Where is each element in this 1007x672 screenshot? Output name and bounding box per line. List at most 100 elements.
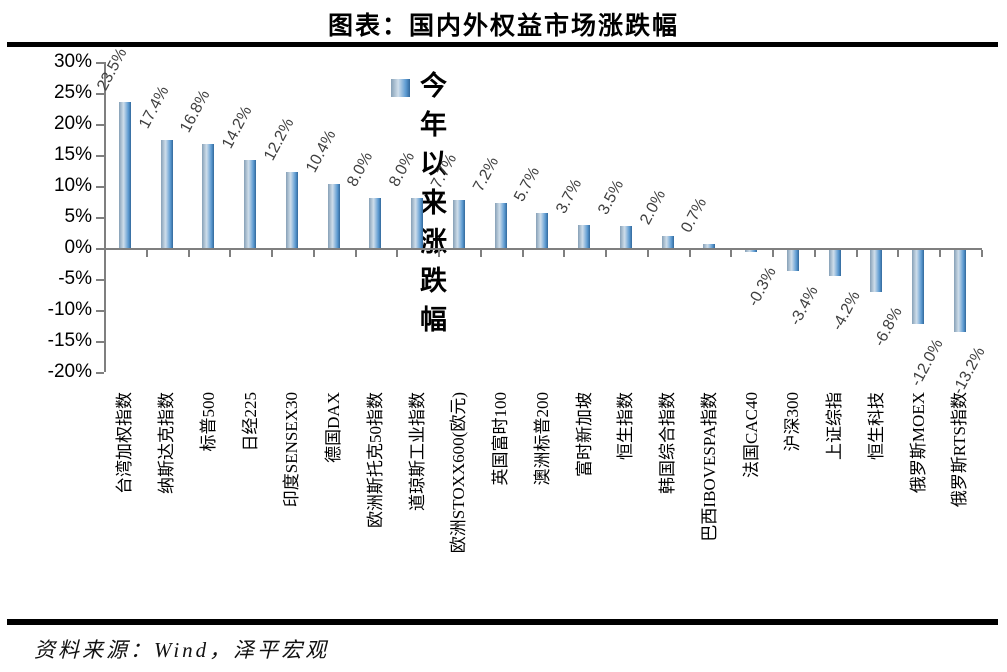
y-axis-tick xyxy=(96,93,104,95)
category-label: 富时新加坡 xyxy=(574,392,594,477)
x-axis-tick xyxy=(312,250,315,257)
bar xyxy=(536,212,549,248)
category-label: 日经225 xyxy=(240,392,260,452)
bar xyxy=(661,235,674,248)
category-label: 英国富时100 xyxy=(491,392,511,486)
bottom-divider-rule xyxy=(7,619,998,625)
category-label: 欧洲斯托克50指数 xyxy=(365,392,385,528)
y-tick-label: -20% xyxy=(47,361,92,382)
category-label: 欧洲STOXX600(欧元) xyxy=(449,392,469,554)
category-label: 印度SENSEX30 xyxy=(282,392,302,508)
category-label: 恒生指数 xyxy=(616,392,636,460)
bar xyxy=(327,183,340,248)
category-label: 俄罗斯MOEX xyxy=(908,392,928,494)
bar-value-label: 0.7% xyxy=(678,195,711,236)
category-label: 韩国综合指数 xyxy=(658,392,678,494)
x-axis-tick xyxy=(187,250,190,257)
bar-value-label: 7.2% xyxy=(469,154,502,195)
x-axis-tick xyxy=(939,250,941,257)
category-label: 上证综指 xyxy=(825,392,845,460)
bar xyxy=(411,198,424,248)
x-axis-tick xyxy=(688,250,691,257)
y-axis-tick xyxy=(96,217,104,219)
bar xyxy=(369,198,382,248)
bar xyxy=(870,250,883,293)
x-axis-tick xyxy=(104,250,106,257)
bar xyxy=(578,225,591,248)
bar-value-label: 3.7% xyxy=(553,176,586,217)
bar xyxy=(828,250,841,277)
category-label: 澳洲标普200 xyxy=(532,392,552,486)
bar xyxy=(285,172,298,248)
bar-value-label: 16.8% xyxy=(177,87,214,136)
category-label: 台湾加权指数 xyxy=(115,392,135,494)
category-label: 俄罗斯RTS指数 xyxy=(950,392,970,508)
bar xyxy=(786,250,799,272)
category-label: 沪深300 xyxy=(783,392,803,452)
y-axis-tick xyxy=(96,372,104,374)
bar xyxy=(703,243,716,248)
y-axis-tick xyxy=(96,310,104,312)
y-tick-label: 10% xyxy=(53,175,92,196)
y-axis-tick xyxy=(96,279,104,281)
y-axis-tick xyxy=(96,62,104,64)
bar-value-label: 10.4% xyxy=(302,127,340,176)
x-axis-tick xyxy=(730,250,733,257)
bar-value-label: -0.3% xyxy=(745,264,781,310)
category-label: 道琼斯工业指数 xyxy=(407,392,427,511)
bar-value-label: -4.2% xyxy=(828,288,864,334)
category-label: 纳斯达克指数 xyxy=(157,392,177,494)
x-axis-tick xyxy=(772,250,774,257)
y-tick-label: -5% xyxy=(58,268,92,289)
bar-value-label: 3.5% xyxy=(594,177,628,218)
bar-value-label: -6.8% xyxy=(870,304,906,350)
category-label: 巴西IBOVESPA指数 xyxy=(699,392,719,542)
y-axis-tick xyxy=(96,186,104,188)
bar xyxy=(745,250,758,252)
x-axis-tick xyxy=(646,250,649,257)
top-divider-rule xyxy=(7,42,998,47)
y-axis-tick xyxy=(96,248,104,250)
category-label: 恒生科技 xyxy=(866,392,886,460)
category-label: 法国CAC40 xyxy=(741,392,761,478)
bar-value-label: -12.0% xyxy=(908,336,948,390)
y-tick-label: 15% xyxy=(53,144,92,165)
bar-value-label: 2.0% xyxy=(636,186,669,228)
bar xyxy=(160,140,173,248)
y-axis-line xyxy=(104,62,106,372)
x-axis-tick xyxy=(563,250,566,257)
y-tick-label: 5% xyxy=(64,206,92,227)
x-axis-tick xyxy=(438,250,440,257)
y-tick-label: -10% xyxy=(47,299,92,320)
x-axis-tick xyxy=(897,250,900,257)
y-axis-tick xyxy=(96,155,104,157)
x-axis-tick xyxy=(813,250,816,257)
y-axis-tick xyxy=(96,341,104,343)
bar-value-label: 23.5% xyxy=(93,45,131,94)
y-tick-label: -15% xyxy=(47,330,92,351)
bar-value-label: 5.7% xyxy=(511,164,544,205)
category-label: 标普500 xyxy=(198,392,218,452)
y-axis-tick xyxy=(96,124,104,126)
bar xyxy=(912,250,925,325)
bar xyxy=(494,203,507,248)
bar-value-label: 8.0% xyxy=(386,149,419,190)
bar-value-label: -13.2% xyxy=(949,344,989,398)
legend-label: 今年以来涨跌幅 xyxy=(420,71,452,335)
y-tick-label: 25% xyxy=(53,82,92,103)
source-note: 资料来源：Wind，泽平宏观 xyxy=(34,638,330,662)
x-axis-tick xyxy=(521,250,524,257)
x-axis-line xyxy=(104,248,982,250)
x-axis-tick xyxy=(229,250,232,257)
bar xyxy=(118,102,131,248)
x-axis-tick xyxy=(271,250,273,257)
bar xyxy=(202,143,215,248)
x-axis-tick xyxy=(855,250,858,257)
legend-marker-swatch xyxy=(391,79,410,97)
x-axis-tick xyxy=(980,250,983,257)
x-axis-tick xyxy=(605,250,607,257)
y-tick-label: 0% xyxy=(64,237,92,258)
bar-value-label: 12.2% xyxy=(260,115,298,164)
chart-title: 图表：国内外权益市场涨跌幅 xyxy=(327,13,679,40)
